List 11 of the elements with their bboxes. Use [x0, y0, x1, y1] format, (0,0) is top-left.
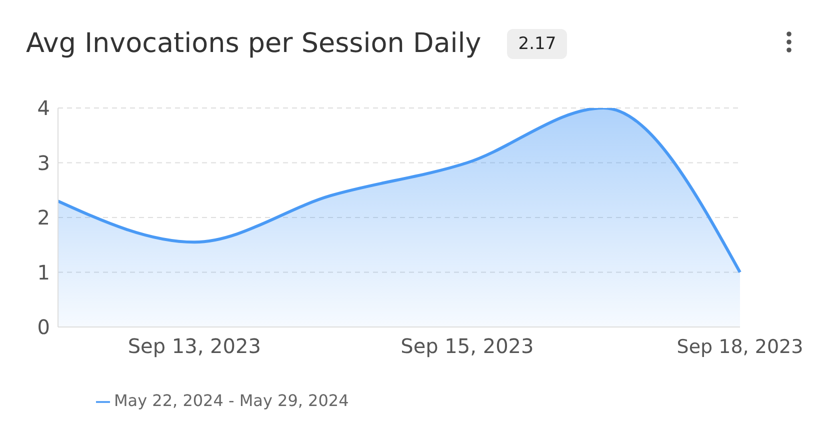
y-tick-label: 2 — [37, 206, 50, 230]
legend-label: May 22, 2024 - May 29, 2024 — [114, 391, 349, 410]
y-tick-label: 4 — [37, 96, 50, 120]
x-tick-label: Sep 13, 2023 — [128, 334, 261, 358]
y-tick-label: 3 — [37, 150, 50, 175]
chart-title: Avg Invocations per Session Daily — [26, 28, 482, 59]
y-tick-label: 0 — [37, 315, 50, 340]
x-tick-label: Sep 18, 2023 — [676, 336, 804, 358]
y-tick-label: 1 — [37, 260, 50, 284]
text: 2.17 — [507, 28, 568, 58]
x-tick-label: Sep 15, 2023 — [400, 334, 534, 358]
